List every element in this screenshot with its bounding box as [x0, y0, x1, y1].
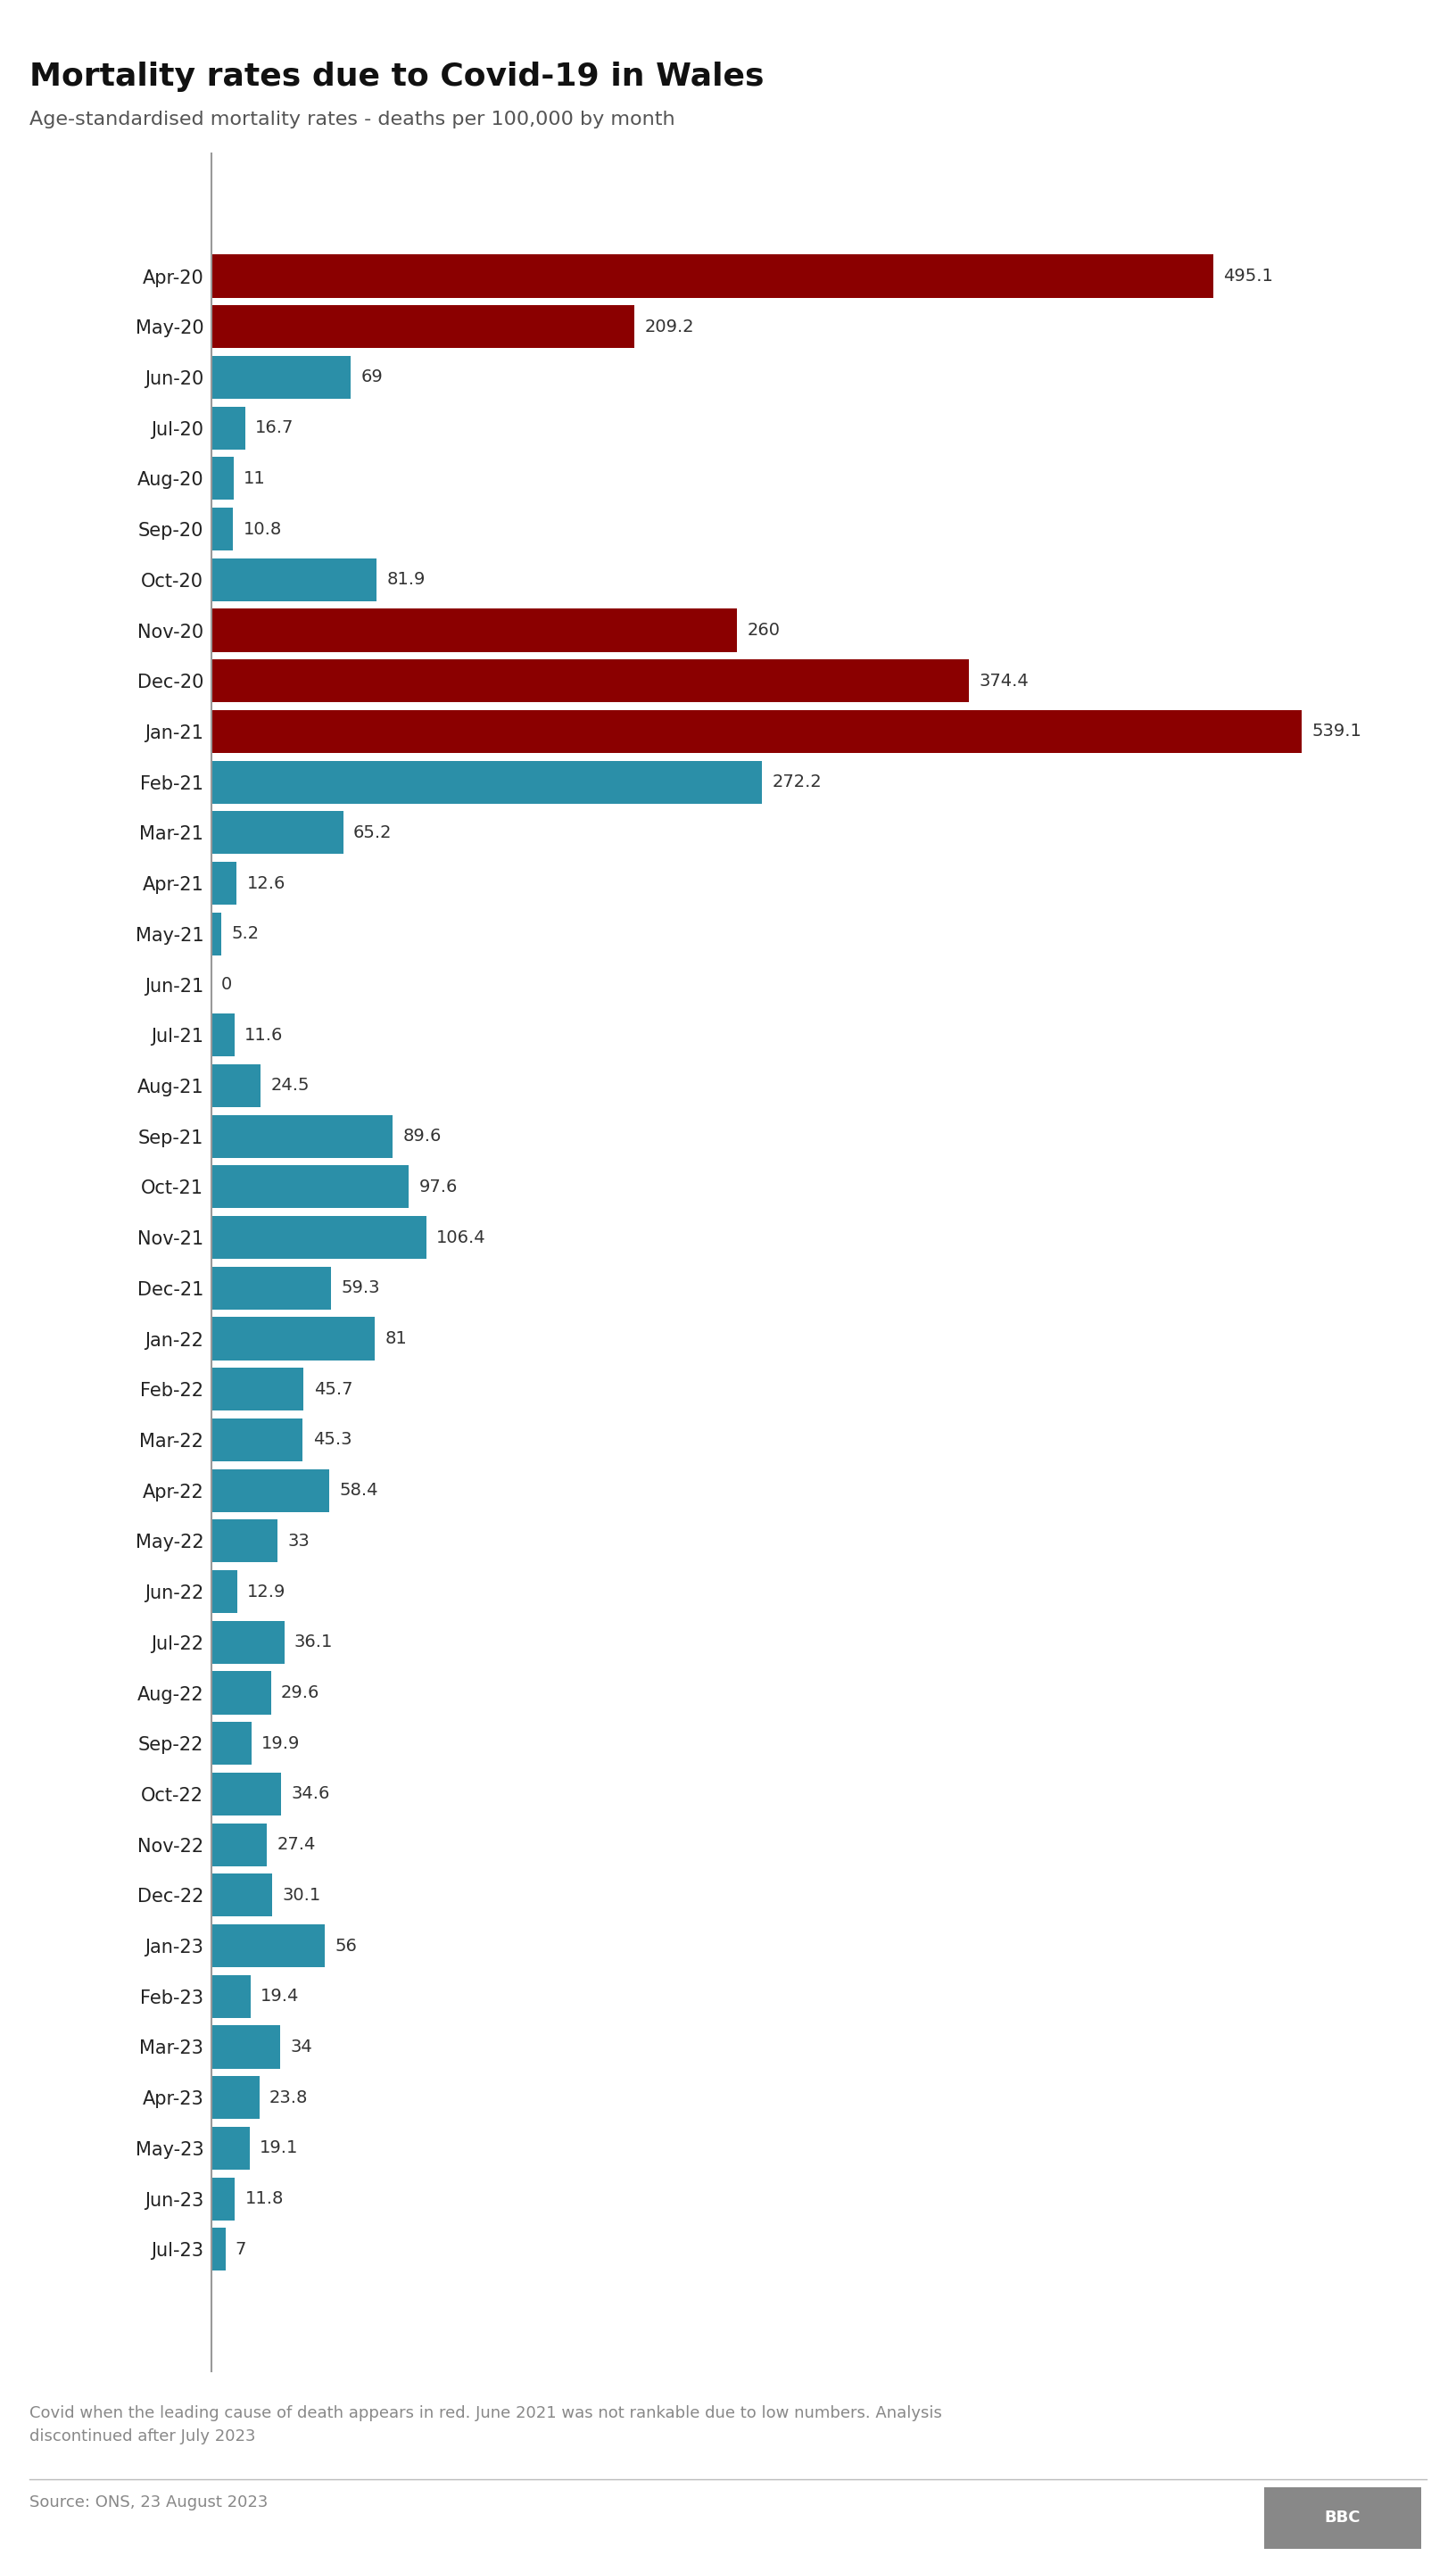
Bar: [211, 2228, 226, 2272]
Bar: [211, 1672, 271, 1715]
Bar: [211, 810, 344, 854]
Text: 5.2: 5.2: [232, 926, 259, 944]
Text: 495.1: 495.1: [1223, 267, 1273, 285]
Text: 33: 33: [288, 1533, 310, 1549]
Text: Mortality rates due to Covid-19 in Wales: Mortality rates due to Covid-19 in Wales: [29, 62, 764, 92]
Bar: [211, 1926, 325, 1967]
Bar: [211, 1723, 252, 1764]
Bar: [211, 710, 1302, 754]
Text: 11.6: 11.6: [245, 1026, 284, 1044]
Text: 539.1: 539.1: [1312, 723, 1361, 741]
Text: 34: 34: [290, 2038, 312, 2056]
Bar: [211, 559, 377, 600]
Bar: [211, 456, 233, 500]
Bar: [211, 608, 737, 651]
Bar: [211, 1520, 278, 1561]
Bar: [211, 2177, 234, 2220]
Text: 45.3: 45.3: [313, 1431, 352, 1449]
Text: 27.4: 27.4: [277, 1836, 316, 1854]
Text: 45.7: 45.7: [313, 1382, 352, 1397]
Text: 10.8: 10.8: [243, 520, 281, 538]
Bar: [211, 254, 1213, 297]
Text: 34.6: 34.6: [291, 1785, 331, 1802]
Text: 12.6: 12.6: [246, 874, 285, 892]
Text: 19.9: 19.9: [262, 1736, 300, 1751]
Text: 81.9: 81.9: [387, 572, 425, 587]
Bar: [211, 1318, 376, 1359]
Text: 69: 69: [361, 369, 383, 385]
Text: 97.6: 97.6: [419, 1179, 457, 1195]
Text: 16.7: 16.7: [255, 420, 294, 436]
Bar: [211, 1267, 331, 1310]
Bar: [211, 1974, 250, 2018]
Bar: [211, 508, 233, 551]
Bar: [211, 913, 221, 956]
Bar: [211, 1620, 284, 1664]
Text: 106.4: 106.4: [437, 1228, 486, 1246]
Bar: [211, 1013, 234, 1056]
Text: 11: 11: [243, 469, 265, 487]
Text: Covid when the leading cause of death appears in red. June 2021 was not rankable: Covid when the leading cause of death ap…: [29, 2405, 942, 2443]
Bar: [211, 1064, 261, 1108]
Text: 36.1: 36.1: [294, 1633, 333, 1651]
Bar: [211, 1418, 303, 1461]
Text: 11.8: 11.8: [245, 2190, 284, 2208]
Text: 89.6: 89.6: [402, 1128, 441, 1144]
Bar: [211, 1469, 329, 1513]
Bar: [211, 1874, 272, 1918]
Text: 12.9: 12.9: [248, 1582, 285, 1600]
Bar: [211, 659, 968, 703]
Text: 209.2: 209.2: [645, 318, 695, 336]
Text: BBC: BBC: [1325, 2510, 1360, 2526]
Text: 56: 56: [335, 1938, 357, 1954]
Bar: [211, 1167, 409, 1208]
Text: 29.6: 29.6: [281, 1685, 320, 1702]
Bar: [211, 1569, 237, 1613]
Text: Source: ONS, 23 August 2023: Source: ONS, 23 August 2023: [29, 2495, 268, 2510]
Text: 81: 81: [386, 1331, 408, 1346]
Text: 19.4: 19.4: [261, 1987, 298, 2005]
Text: 19.1: 19.1: [259, 2141, 298, 2156]
Text: 272.2: 272.2: [772, 774, 821, 790]
Bar: [211, 862, 237, 905]
Bar: [211, 1772, 281, 1815]
Bar: [211, 305, 635, 349]
Bar: [211, 2077, 259, 2118]
Bar: [211, 1823, 266, 1867]
Text: 7: 7: [236, 2241, 246, 2259]
Text: 65.2: 65.2: [354, 823, 392, 841]
Text: 58.4: 58.4: [339, 1482, 379, 1500]
Text: 0: 0: [221, 977, 232, 992]
Text: 260: 260: [747, 623, 780, 638]
Bar: [211, 408, 245, 449]
Text: 59.3: 59.3: [341, 1279, 380, 1297]
Text: 374.4: 374.4: [978, 672, 1028, 690]
Text: 24.5: 24.5: [271, 1077, 310, 1095]
Bar: [211, 1115, 393, 1159]
Text: 30.1: 30.1: [282, 1887, 320, 1902]
Bar: [211, 2126, 250, 2169]
Text: Age-standardised mortality rates - deaths per 100,000 by month: Age-standardised mortality rates - death…: [29, 110, 674, 128]
Bar: [211, 2026, 280, 2069]
Bar: [211, 1367, 304, 1410]
Bar: [211, 762, 761, 803]
Bar: [211, 1215, 427, 1259]
Bar: [211, 356, 351, 400]
Text: 23.8: 23.8: [269, 2090, 309, 2105]
